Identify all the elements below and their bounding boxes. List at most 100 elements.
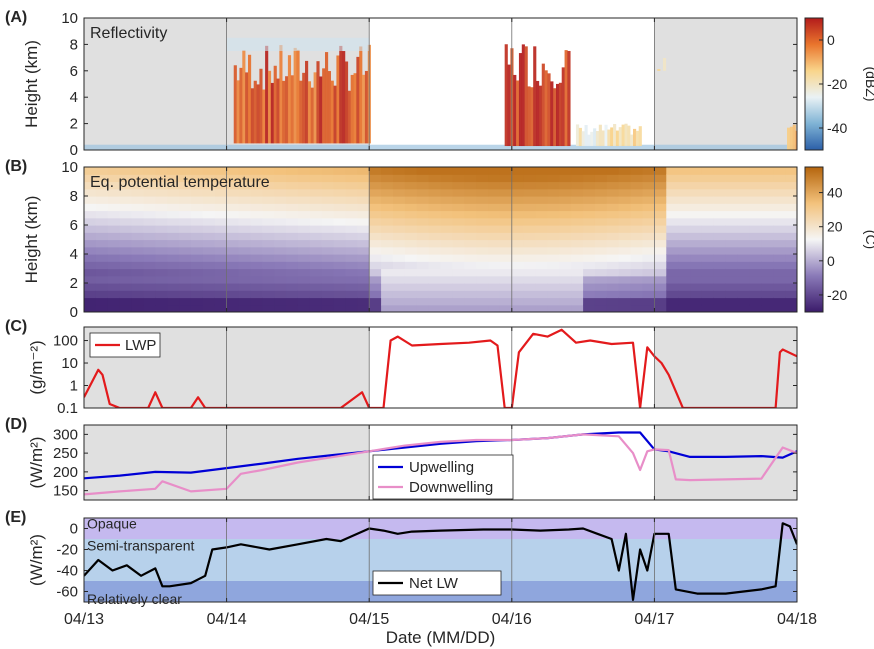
theta-e-cell: [583, 290, 596, 299]
theta-e-cell: [381, 196, 394, 204]
theta-e-cell: [690, 196, 703, 204]
theta-e-cell: [416, 239, 430, 248]
theta-e-cell: [107, 210, 121, 219]
theta-e-cell: [202, 304, 216, 312]
y-tick-label: 200: [53, 464, 78, 481]
theta-e-cell: [262, 246, 275, 255]
theta-e-cell: [95, 217, 109, 226]
theta-e-cell: [440, 275, 453, 284]
theta-e-cell: [630, 217, 644, 226]
theta-e-cell: [606, 254, 620, 262]
theta-e-cell: [488, 225, 501, 233]
theta-e-cell: [678, 232, 691, 241]
theta-e-cell: [392, 210, 406, 219]
theta-e-cell: [749, 225, 762, 233]
y-tick-label: 8: [70, 36, 78, 53]
theta-e-cell: [690, 297, 703, 306]
theta-e-cell: [606, 246, 620, 255]
theta-e-cell: [618, 290, 632, 299]
regime-band: [84, 518, 797, 539]
line-plot: [84, 327, 797, 408]
theta-e-cell: [499, 232, 513, 241]
theta-e-cell: [214, 290, 228, 299]
theta-e-cell: [547, 246, 560, 255]
theta-e-cell: [250, 210, 263, 219]
theta-e-cell: [428, 246, 442, 255]
reflectivity-echo: [250, 88, 254, 144]
theta-e-cell: [654, 290, 667, 299]
theta-e-cell: [476, 188, 489, 197]
reflectivity-echo: [333, 85, 337, 144]
theta-e-cell: [167, 283, 180, 291]
theta-e-cell: [404, 196, 418, 204]
theta-e-cell: [690, 261, 703, 270]
theta-e-cell: [392, 167, 406, 175]
reflectivity-echo: [521, 44, 525, 147]
theta-e-cell: [594, 174, 608, 183]
theta-e-cell: [749, 283, 762, 291]
theta-e-cell: [594, 203, 608, 212]
theta-e-cell: [773, 217, 786, 226]
theta-e-cell: [95, 210, 109, 219]
theta-e-cell: [107, 297, 121, 306]
theta-e-cell: [440, 181, 453, 190]
theta-e-cell: [511, 181, 525, 190]
theta-e-cell: [309, 254, 323, 262]
theta-e-cell: [737, 261, 751, 270]
theta-e-cell: [416, 167, 430, 175]
theta-e-cell: [428, 290, 442, 299]
theta-e-cell: [678, 275, 691, 284]
theta-e-cell: [725, 268, 739, 277]
theta-e-cell: [547, 174, 560, 183]
theta-e-cell: [606, 196, 620, 204]
shaded-period: [654, 425, 797, 500]
y-tick-label: -40: [56, 563, 78, 580]
theta-e-cell: [547, 254, 560, 262]
theta-e-cell: [785, 290, 797, 299]
theta-e-cell: [131, 304, 145, 312]
theta-e-cell: [606, 275, 620, 284]
theta-e-cell: [452, 290, 465, 299]
theta-e-cell: [190, 283, 204, 291]
y-tick-label: 0: [70, 521, 78, 538]
theta-e-cell: [404, 167, 418, 175]
theta-e-cell: [392, 203, 406, 212]
theta-e-cell: [84, 268, 97, 277]
theta-e-cell: [274, 268, 287, 277]
theta-e-cell: [274, 225, 287, 233]
theta-e-cell: [381, 254, 394, 262]
theta-e-cell: [535, 290, 549, 299]
reflectivity-echo: [316, 61, 320, 144]
theta-e-cell: [131, 225, 145, 233]
panel-letter: (E): [5, 509, 26, 526]
theta-e-cell: [594, 239, 608, 248]
theta-e-cell: [547, 196, 560, 204]
theta-e-cell: [202, 203, 216, 212]
theta-e-cell: [511, 275, 525, 284]
x-tick-label: 04/16: [492, 611, 532, 628]
theta-e-cell: [773, 254, 786, 262]
theta-e-cell: [571, 188, 584, 197]
theta-e-cell: [654, 283, 667, 291]
theta-e-cell: [143, 304, 156, 312]
theta-e-cell: [535, 181, 549, 190]
theta-e-cell: [404, 275, 418, 284]
theta-e-cell: [488, 174, 501, 183]
theta-e-cell: [428, 239, 442, 248]
theta-e-cell: [143, 246, 156, 255]
theta-e-cell: [95, 232, 109, 241]
theta-e-cell: [606, 283, 620, 291]
theta-e-cell: [416, 268, 430, 277]
theta-e-cell: [214, 261, 228, 270]
theta-e-cell: [250, 232, 263, 241]
theta-e-cell: [761, 268, 774, 277]
reflectivity-echo: [324, 52, 329, 144]
theta-e-cell: [761, 232, 774, 241]
colorbar-label: (C): [863, 230, 874, 249]
theta-e-cell: [594, 283, 608, 291]
theta-e-cell: [678, 254, 691, 262]
theta-e-cell: [309, 203, 323, 212]
theta-e-cell: [226, 232, 240, 241]
theta-e-cell: [309, 239, 323, 248]
reflectivity-echo: [290, 75, 294, 144]
